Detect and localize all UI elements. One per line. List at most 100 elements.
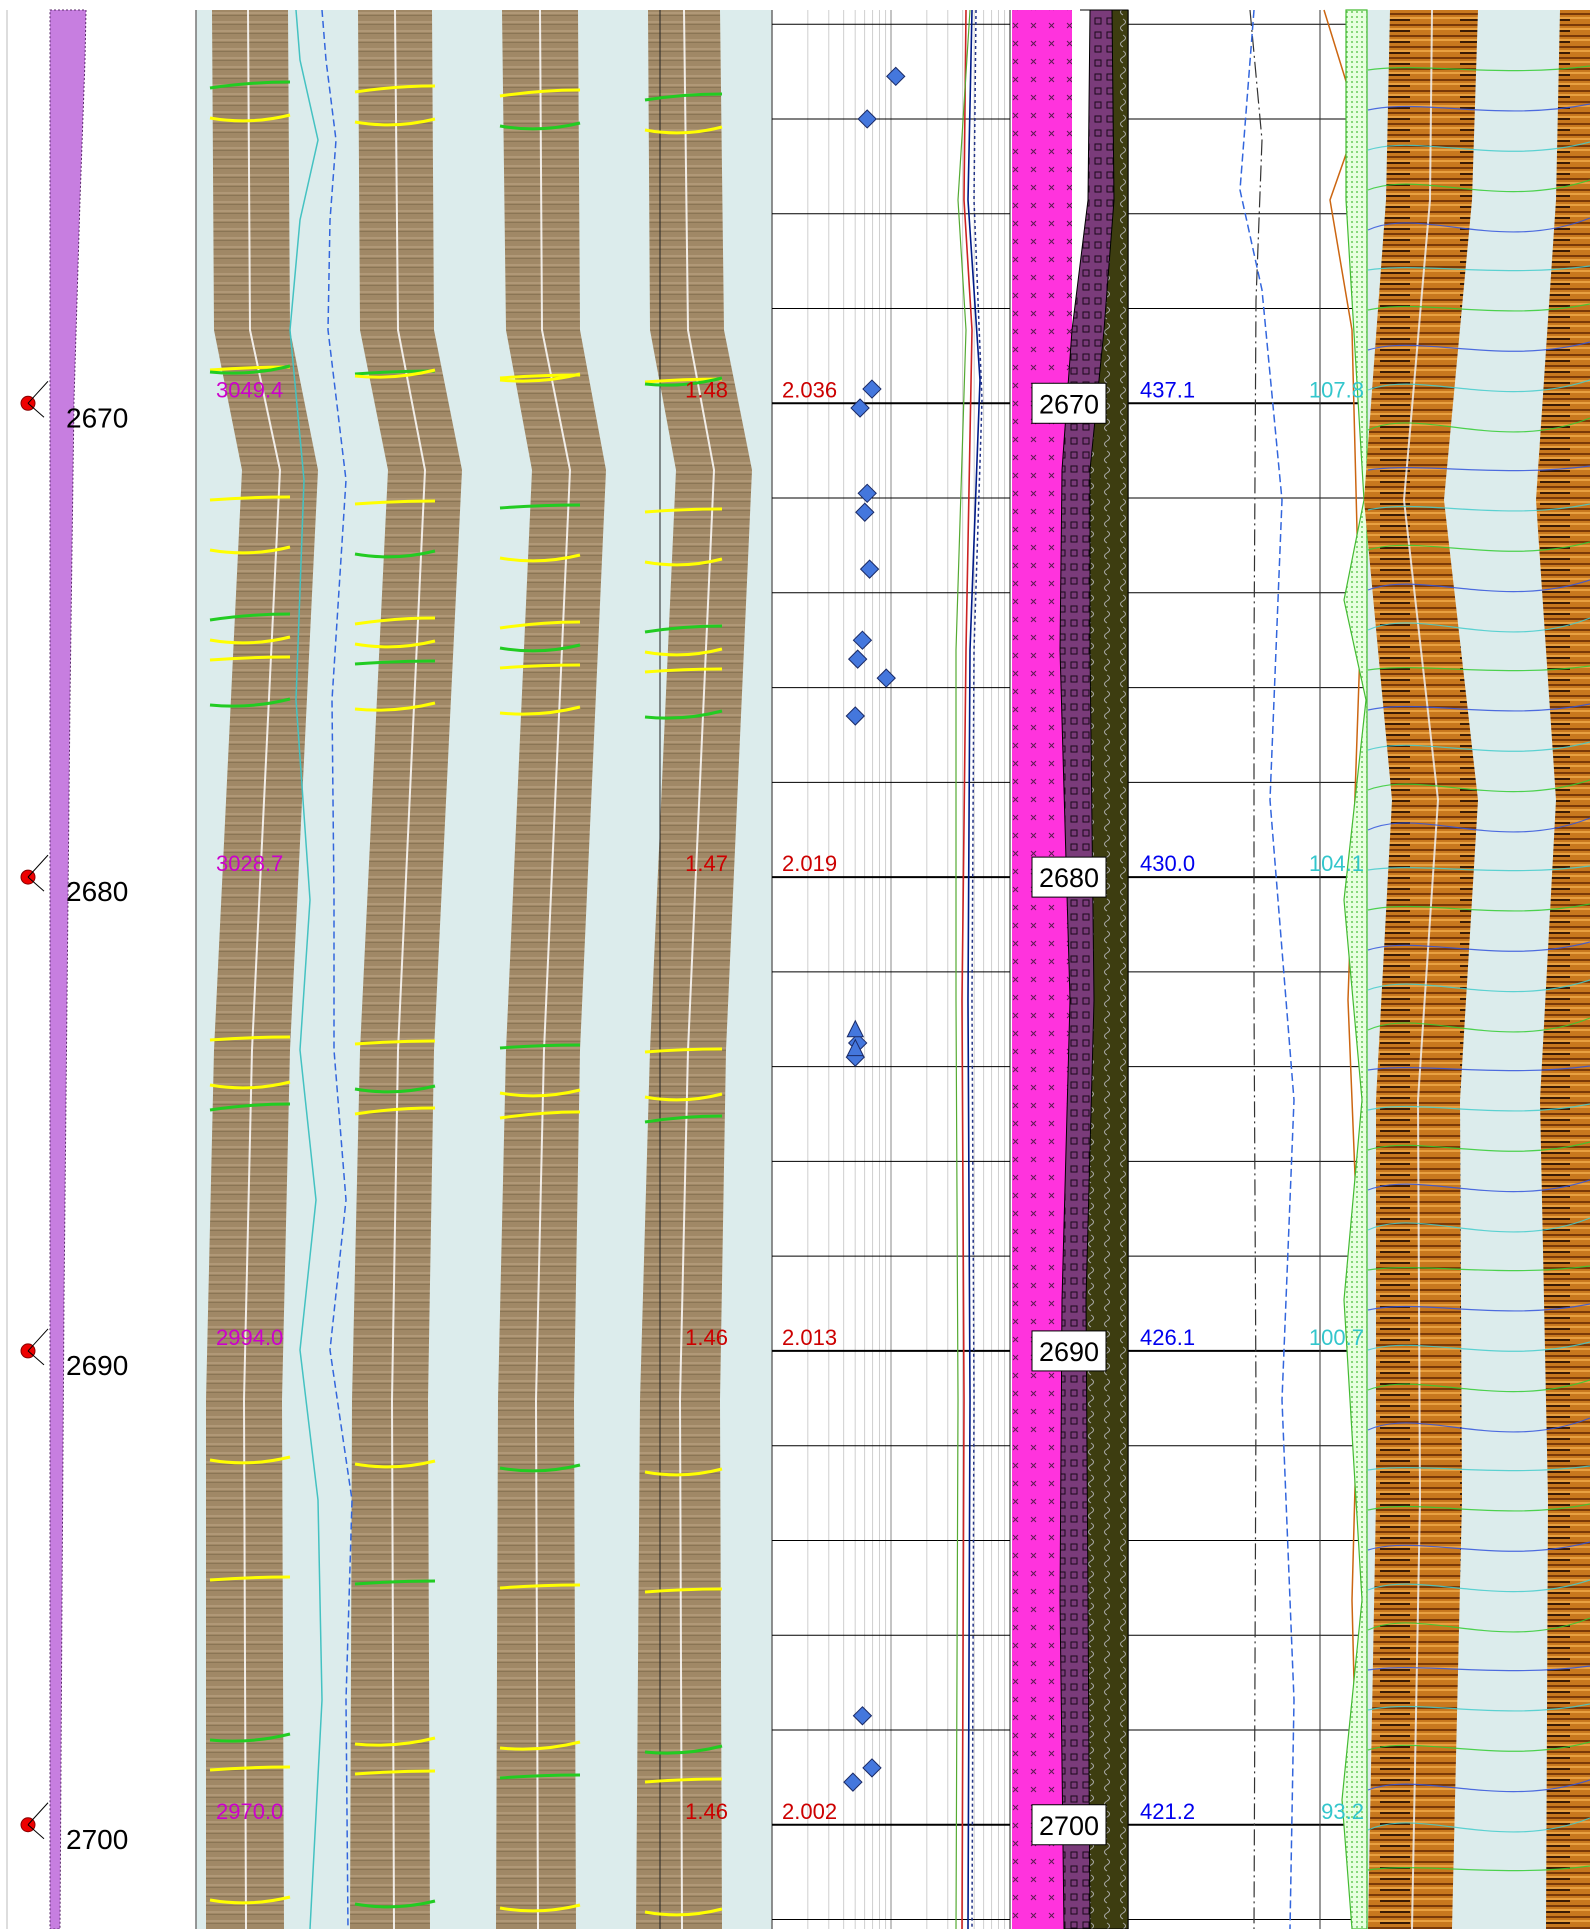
sinusoid-pick xyxy=(644,647,723,657)
sinusoid-pick xyxy=(499,1903,581,1913)
dynamic-sinusoid xyxy=(1367,665,1590,672)
dynamic-sinusoid xyxy=(1367,465,1590,472)
sinusoid-pick xyxy=(644,1744,723,1755)
sinusoid-pick xyxy=(354,368,436,379)
sinusoid-pick xyxy=(209,80,291,90)
sinusoid-pick xyxy=(354,1039,436,1046)
dynamic-sinusoid xyxy=(1367,379,1590,393)
sinusoid-pick xyxy=(209,545,291,555)
readout-track5-left: 430.0 xyxy=(1140,851,1195,876)
sinusoid-pick xyxy=(209,1455,291,1465)
dynamic-sinusoid xyxy=(1367,179,1590,193)
readout-track5-left: 421.2 xyxy=(1140,1799,1195,1824)
core-point-diamond xyxy=(855,502,875,522)
dynamic-sinusoid xyxy=(1367,1017,1590,1033)
dynamic-sinusoid xyxy=(1367,1503,1590,1512)
dotted-fill xyxy=(1341,9,1368,1929)
readout-track5-right: 100.7 xyxy=(1309,1325,1364,1350)
sinusoid-pick xyxy=(644,1907,723,1917)
core-point-diamond xyxy=(862,379,882,399)
readout-track2-right: 1.47 xyxy=(685,851,728,876)
sinusoid-pick xyxy=(644,1587,723,1594)
dynamic-sinusoid xyxy=(1367,217,1590,233)
sinusoid-pick xyxy=(499,503,581,510)
readout-track5-right: 104.1 xyxy=(1309,851,1364,876)
readout-track5-right: 93.2 xyxy=(1321,1799,1364,1824)
depth-label: 2700 xyxy=(66,1824,128,1855)
dynamic-sinusoid xyxy=(1367,579,1590,593)
dynamic-sinusoid xyxy=(1367,103,1590,112)
readout-track3-left: 2.036 xyxy=(782,377,837,402)
sinusoid-pick xyxy=(354,1769,436,1776)
depth-marker-tick xyxy=(27,1802,49,1826)
core-point-diamond xyxy=(845,706,866,726)
lith-depth-label: 2680 xyxy=(1039,863,1099,893)
sinusoid-pick xyxy=(499,705,581,716)
sinusoid-pick xyxy=(209,655,291,662)
sinusoid-pick xyxy=(644,667,723,674)
sinusoid-pick xyxy=(644,376,723,387)
dynamic-sinusoid xyxy=(1367,1179,1590,1193)
lith-depth-box xyxy=(1031,856,1107,898)
depth-marker-tick xyxy=(27,876,45,892)
readout-track3-left: 2.002 xyxy=(782,1799,837,1824)
dynamic-sinusoid xyxy=(1367,1541,1590,1552)
sinusoid-pick xyxy=(499,1463,581,1473)
caliper-curve xyxy=(289,9,323,1929)
core-point-diamond xyxy=(886,66,906,87)
neutron-curve xyxy=(967,9,981,1929)
sinusoid-pick xyxy=(499,372,581,383)
sinusoid-pick xyxy=(354,1899,436,1909)
sinusoid-pick xyxy=(209,113,291,123)
core-point-diamond xyxy=(857,483,877,504)
sinusoid-pick xyxy=(644,624,723,634)
lith-depth-label: 2700 xyxy=(1039,1811,1099,1841)
depth-marker-tick xyxy=(27,380,49,404)
sinusoid-pick xyxy=(499,620,581,630)
dynamic-sinusoid xyxy=(1367,1341,1590,1352)
sinusoid-pick xyxy=(209,697,291,708)
sinusoid-pick xyxy=(209,635,291,645)
lith-depth-box xyxy=(1031,1804,1107,1846)
sinusoid-pick xyxy=(354,701,436,712)
sinusoid-pick xyxy=(644,557,723,567)
sinusoid-pick xyxy=(209,1035,291,1042)
sinusoid-pick xyxy=(499,643,581,653)
core-point-diamond xyxy=(852,1706,873,1726)
dynamic-sinusoid xyxy=(1367,141,1590,152)
dynamic-sinusoid xyxy=(1367,1141,1590,1152)
readout-track2-left: 3028.7 xyxy=(216,851,283,876)
dynamic-sinusoid xyxy=(1367,1617,1590,1633)
dynamic-sinusoid xyxy=(1367,1865,1590,1872)
sinusoid-pick xyxy=(499,1110,581,1120)
dynamic-sinusoid xyxy=(1367,417,1590,433)
static-image-strip-2 xyxy=(350,10,462,1929)
dynamic-image-strip-2 xyxy=(1536,10,1590,1929)
sinusoid-pick xyxy=(209,495,291,502)
depth-label: 2680 xyxy=(66,876,128,907)
dynamic-image-strip-1 xyxy=(1364,10,1478,1929)
dynamic-sinusoid xyxy=(1367,741,1590,752)
resistivity-dashed xyxy=(1239,9,1295,1929)
core-point-diamond xyxy=(850,398,870,418)
sinusoid-pick xyxy=(499,663,581,670)
sinusoid-pick xyxy=(499,1773,581,1780)
sinusoid-pick xyxy=(499,553,581,563)
dynamic-sinusoid xyxy=(1367,1417,1590,1433)
core-point-triangle xyxy=(846,1019,865,1038)
sinusoid-pick xyxy=(499,1043,581,1050)
dynamic-sinusoid xyxy=(1367,903,1590,912)
dynamic-sinusoid xyxy=(1367,1817,1590,1833)
sinusoid-pick xyxy=(209,364,291,375)
sinusoid-pick xyxy=(499,88,581,98)
dynamic-sinusoid xyxy=(1367,541,1590,552)
readout-track2-left: 3049.4 xyxy=(216,377,283,402)
sinusoid-pick xyxy=(644,507,723,514)
sinusoid-pick xyxy=(209,1732,291,1743)
sinusoid-pick xyxy=(499,1740,581,1751)
sinusoid-pick xyxy=(499,121,581,131)
density-curve xyxy=(961,9,973,1929)
sinusoid-pick xyxy=(644,1047,723,1054)
resistivity-dashdot xyxy=(1249,9,1263,1929)
